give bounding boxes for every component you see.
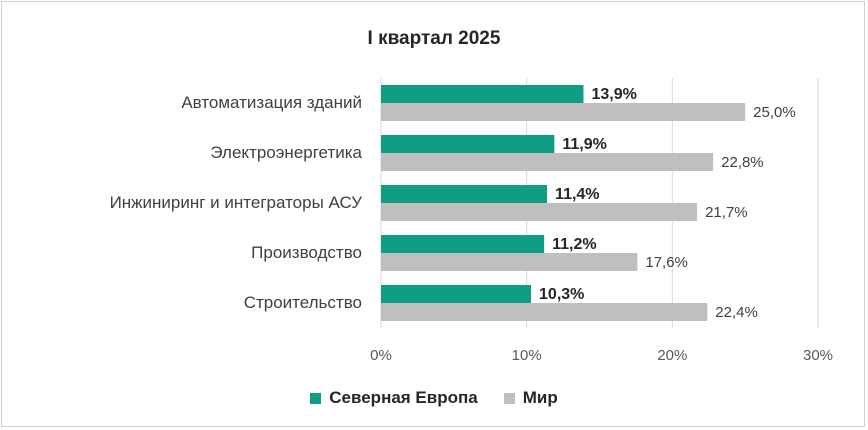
data-label-0-3: 11,2% (552, 236, 596, 253)
legend-swatch-0 (310, 392, 322, 404)
bar-1-1 (381, 153, 714, 171)
data-label-1-1: 22,8% (721, 154, 764, 171)
data-label-1-0: 25,0% (753, 104, 796, 121)
x-tick-label-3: 30% (803, 347, 833, 364)
data-label-0-2: 11,4% (555, 186, 599, 203)
chart-title: I квартал 2025 (367, 28, 501, 49)
bar-1-3 (381, 253, 638, 271)
bar-1-4 (381, 303, 708, 321)
legend-label-0: Северная Европа (329, 388, 478, 407)
legend-item-1: Мир (503, 388, 558, 408)
data-label-1-3: 17,6% (645, 254, 688, 271)
x-tick-label-0: 0% (370, 347, 392, 364)
bar-0-4 (381, 285, 532, 303)
bar-0-2 (381, 185, 548, 203)
x-tick-label-1: 10% (512, 347, 542, 364)
data-label-1-2: 21,7% (705, 204, 748, 221)
bar-0-3 (381, 235, 545, 253)
category-label-4: Строительство (244, 293, 362, 312)
legend-label-1: Мир (522, 388, 558, 407)
data-label-0-0: 13,9% (591, 86, 636, 103)
legend-swatch-1 (503, 392, 515, 404)
bar-0-1 (381, 135, 555, 153)
bar-1-0 (381, 103, 746, 121)
bar-0-0 (381, 85, 584, 103)
category-label-0: Автоматизация зданий (181, 93, 362, 112)
legend: Северная Европа Мир (0, 388, 868, 408)
bar-1-2 (381, 203, 698, 221)
data-label-1-4: 22,4% (715, 304, 758, 321)
legend-item-0: Северная Европа (310, 388, 478, 408)
category-label-1: Электроэнергетика (210, 143, 362, 162)
x-tick-label-2: 20% (657, 347, 687, 364)
category-label-3: Производство (251, 243, 362, 262)
data-label-0-1: 11,9% (562, 136, 606, 153)
category-label-2: Инжиниринг и интеграторы АСУ (110, 193, 363, 212)
data-label-0-4: 10,3% (539, 286, 584, 303)
